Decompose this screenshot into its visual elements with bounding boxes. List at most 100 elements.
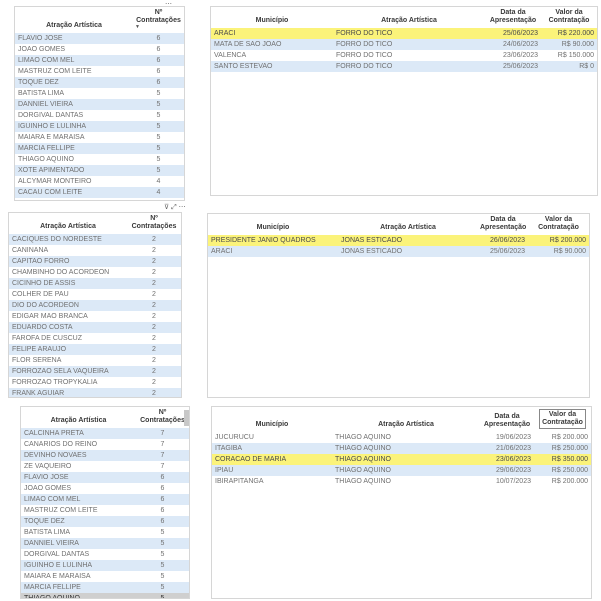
table-row[interactable]: MAIARA E MARAISA 5 <box>15 132 184 143</box>
table-row[interactable]: IGUINHO E LULINHA 5 <box>15 121 184 132</box>
col-header-municipio[interactable]: Município <box>255 17 289 24</box>
artist-cell: JONAS ESTICADO <box>338 246 478 257</box>
col-header-artist[interactable]: Atração Artística <box>50 417 107 424</box>
col-header-artist[interactable]: Atração Artística <box>381 17 437 24</box>
col-header-artist[interactable]: Atração Artística <box>378 421 434 428</box>
artist-cell: FORRO DO TICO <box>333 39 485 50</box>
table-row[interactable]: MARCIA FELLIPE 5 <box>15 143 184 154</box>
table-row[interactable]: JUCURUCU THIAGO AQUINO 19/06/2023 R$ 200.00… <box>212 432 591 443</box>
table-row[interactable]: FORROZAO TROPYKALIA 2 <box>9 377 181 388</box>
value-cell: R$ 150.000 <box>557 52 594 59</box>
table-row[interactable]: MARCIA FELLIPE 5 <box>21 582 189 593</box>
table-row[interactable]: XOTE APIMENTADO 5 <box>15 165 184 176</box>
table-row[interactable]: CICINHO DE ASSIS 2 <box>9 278 181 289</box>
table-row[interactable]: DORGIVAL DANTAS 5 <box>21 549 189 560</box>
table-row[interactable]: FLOR SERENA 2 <box>9 355 181 366</box>
more-options-icon[interactable]: ⋯ <box>165 1 172 8</box>
artist-cell: JOAO GOMES <box>24 485 72 492</box>
table-row[interactable]: MATA DE SAO JOAO FORRO DO TICO 24/06/2023 R… <box>211 39 597 50</box>
count-cell: 2 <box>127 388 181 397</box>
table-row[interactable]: CORACAO DE MARIA THIAGO AQUINO 23/06/2023 R… <box>212 454 591 465</box>
table-row[interactable]: CALCINHA PRETA 7 <box>21 428 189 439</box>
col-header-value[interactable]: Valor da Contratação <box>538 216 579 231</box>
table-row[interactable]: VALENCA FORRO DO TICO 23/06/2023 R$ 150.000 <box>211 50 597 61</box>
table-row[interactable]: LIMAO COM MEL 6 <box>15 55 184 66</box>
more-options-icon[interactable]: ⋯ <box>178 204 186 211</box>
table-row[interactable]: FELIPE ARAUJO 2 <box>9 344 181 355</box>
col-header-municipio[interactable]: Município <box>256 224 290 231</box>
table-row[interactable]: BATISTA LIMA 5 <box>15 88 184 99</box>
col-header-count[interactable]: Nº Contratações ▼ <box>135 9 181 30</box>
table-row[interactable]: SANTO ESTEVAO FORRO DO TICO 25/06/2023 R$ 0 <box>211 61 597 72</box>
col-header-date[interactable]: Data da Apresentação <box>480 216 527 231</box>
artist-cell: TOQUE DEZ <box>15 77 133 88</box>
artist-cell: BATISTA LIMA <box>18 90 65 97</box>
filter-icon[interactable]: ⊽ <box>164 204 170 211</box>
table-row[interactable]: DEVINHO NOVAES 7 <box>21 450 189 461</box>
table-row[interactable]: JOAO GOMES 6 <box>21 483 189 494</box>
focus-mode-icon[interactable]: ⤢ <box>171 204 177 211</box>
selected-header-box: Valor da Contratação <box>539 409 586 429</box>
table-row[interactable]: FLAVIO JOSE 6 <box>21 472 189 483</box>
table-row[interactable]: FLAVIO JOSE 6 <box>15 33 184 44</box>
date-cell: 10/07/2023 <box>495 478 531 485</box>
table-row[interactable]: CAPITAO FORRO 2 <box>9 256 181 267</box>
table-row[interactable]: MASTRUZ COM LEITE 6 <box>15 66 184 77</box>
table-row[interactable]: FORROZAO SELA VAQUEIRA 2 <box>9 366 181 377</box>
col-header-value[interactable]: Valor da Contratação <box>548 9 590 24</box>
table-row[interactable]: ALCYMAR MONTEIRO 4 <box>15 176 184 187</box>
table-row[interactable]: FRANK AGUIAR 2 <box>9 388 181 397</box>
table-row[interactable]: FAROFA DE CUSCUZ 2 <box>9 333 181 344</box>
table-row[interactable]: IPIAU THIAGO AQUINO 29/06/2023 R$ 250.000 <box>212 465 591 476</box>
table-row[interactable]: MAIARA E MARAISA 5 <box>21 571 189 582</box>
table-row[interactable]: COLHER DE PAU 2 <box>9 289 181 300</box>
table-row[interactable]: JOAO GOMES 6 <box>15 44 184 55</box>
artist-cell: TOQUE DEZ <box>21 516 136 527</box>
table-row[interactable]: LIMAO COM MEL 6 <box>21 494 189 505</box>
table-row[interactable]: TOQUE DEZ 6 <box>21 516 189 527</box>
table-row[interactable]: TOQUE DEZ 6 <box>15 77 184 88</box>
table-row[interactable]: PRESIDENTE JANIO QUADROS JONAS ESTICADO 26… <box>208 235 589 246</box>
count-cell: 7 <box>136 428 189 439</box>
table-row[interactable]: THIAGO AQUINO 5 <box>21 593 189 598</box>
table-row[interactable]: ITAGIBA THIAGO AQUINO 21/06/2023 R$ 250.000 <box>212 443 591 454</box>
visual-header-icons: ⋯ <box>165 0 172 8</box>
col-header-date[interactable]: Data da Apresentação <box>483 413 531 428</box>
count-cell: 2 <box>152 247 156 254</box>
table-row[interactable]: ARACI JONAS ESTICADO 25/06/2023 R$ 90.000 <box>208 246 589 257</box>
col-header-artist[interactable]: Atração Artística <box>40 223 96 230</box>
col-header-value[interactable]: Valor da Contratação <box>534 407 591 432</box>
vertical-scrollbar[interactable] <box>184 410 189 426</box>
col-header-count[interactable]: Nº Contratações <box>140 409 185 424</box>
col-header-date[interactable]: Data da Apresentação <box>489 9 537 24</box>
table-row[interactable]: CACIQUES DO NORDESTE 2 <box>9 234 181 245</box>
date-cell: 24/06/2023 <box>485 39 541 50</box>
table-row[interactable]: EDIGAR MAO BRANCA 2 <box>9 311 181 322</box>
table-row[interactable]: CACAU COM LEITE 4 <box>15 187 184 198</box>
table-row[interactable]: EDUARDO COSTA 2 <box>9 322 181 333</box>
table-row[interactable]: BATISTA LIMA 5 <box>21 527 189 538</box>
table-row[interactable]: DANNIEL VIEIRA 5 <box>15 99 184 110</box>
artist-cell: THIAGO AQUINO <box>332 443 480 454</box>
table-row[interactable]: IBIRAPITANGA THIAGO AQUINO 10/07/2023 R$ 20… <box>212 476 591 487</box>
table-row[interactable]: MASTRUZ COM LEITE 6 <box>21 505 189 516</box>
table-row[interactable]: ARACI FORRO DO TICO 25/06/2023 R$ 220.000 <box>211 28 597 39</box>
table-row[interactable]: DIO DO ACORDEON 2 <box>9 300 181 311</box>
table-row[interactable]: ZE VAQUEIRO 7 <box>21 461 189 472</box>
count-cell: 5 <box>136 582 189 593</box>
count-cell: 2 <box>127 366 181 377</box>
table-row[interactable]: DORGIVAL DANTAS 5 <box>15 110 184 121</box>
date-cell: 23/06/2023 <box>480 454 534 465</box>
table-row[interactable]: THIAGO AQUINO 5 <box>15 154 184 165</box>
table-row[interactable]: DANNIEL VIEIRA 5 <box>21 538 189 549</box>
table-row[interactable]: CANINANA 2 <box>9 245 181 256</box>
col-header-count[interactable]: Nº Contratações <box>131 215 177 230</box>
col-header-artist[interactable]: Atração Artística <box>380 224 436 231</box>
col-header-artist[interactable]: Atração Artística <box>46 22 102 29</box>
table-row[interactable]: CANARIOS DO REINO 7 <box>21 439 189 450</box>
table-row[interactable]: IGUINHO E LULINHA 5 <box>21 560 189 571</box>
col-header-municipio[interactable]: Município <box>255 421 289 428</box>
table-row[interactable]: CHAMBINHO DO ACORDEON 2 <box>9 267 181 278</box>
artist-cell: THIAGO AQUINO <box>335 434 392 441</box>
artist-count-table-2: Atração Artística Nº Contratações CACIQUE… <box>8 212 182 398</box>
